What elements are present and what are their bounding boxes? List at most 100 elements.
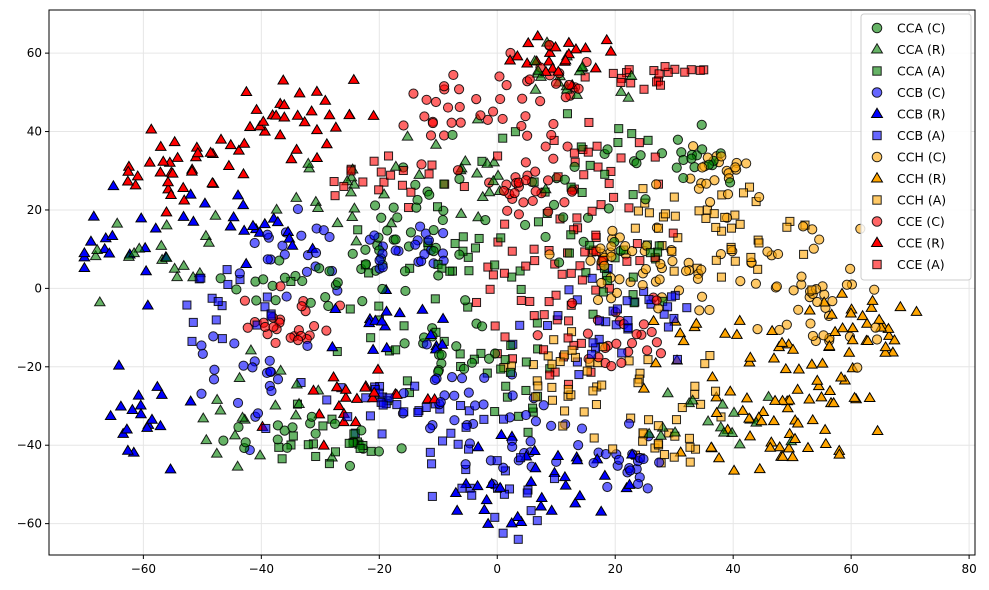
point-ccb-r xyxy=(424,328,437,339)
point-cce-a xyxy=(626,78,636,88)
point-ccb-c xyxy=(456,373,468,384)
point-cca-c xyxy=(329,418,341,429)
point-ccb-c xyxy=(613,454,625,465)
point-cca-r xyxy=(385,216,398,228)
point-cca-c xyxy=(323,300,334,312)
point-cch-c xyxy=(704,197,716,208)
y-tick-label: −40 xyxy=(17,438,42,452)
point-cca-a xyxy=(598,287,608,297)
point-ccb-c xyxy=(419,249,430,260)
point-cce-c xyxy=(439,81,450,92)
point-ccb-a xyxy=(504,484,515,494)
point-cca-c xyxy=(360,259,372,270)
point-ccb-a xyxy=(663,322,673,332)
point-cca-c xyxy=(686,153,697,164)
point-cch-c xyxy=(640,264,652,275)
point-cca-r xyxy=(133,242,146,253)
point-cca-a xyxy=(585,240,595,250)
point-ccb-c xyxy=(449,390,460,401)
point-ccb-r xyxy=(253,226,266,237)
point-cch-c xyxy=(696,264,707,275)
x-tick-label: −20 xyxy=(367,562,392,576)
point-ccb-a xyxy=(182,300,192,310)
point-ccb-c xyxy=(238,360,249,371)
legend-marker xyxy=(871,87,883,98)
point-cch-r xyxy=(743,430,757,441)
point-cch-a xyxy=(579,407,589,417)
point-cch-r xyxy=(844,307,858,318)
point-cce-c xyxy=(408,88,419,99)
point-cch-a xyxy=(560,350,570,360)
point-cch-a xyxy=(567,345,577,355)
point-cca-r xyxy=(470,167,484,178)
point-ccb-r xyxy=(135,212,148,223)
point-ccb-r xyxy=(286,239,299,250)
point-cca-c xyxy=(483,353,495,364)
point-cce-r xyxy=(310,151,324,163)
legend-marker xyxy=(872,66,882,76)
point-cca-r xyxy=(93,295,106,307)
point-ccb-c xyxy=(507,441,518,452)
point-cch-a xyxy=(589,433,599,443)
point-cce-a xyxy=(472,297,482,308)
point-ccb-r xyxy=(112,359,126,370)
point-cch-r xyxy=(879,346,892,357)
point-ccb-a xyxy=(223,279,233,289)
point-cch-r xyxy=(736,404,749,415)
point-cce-a xyxy=(566,268,576,278)
point-ccb-r xyxy=(511,510,524,522)
point-cch-r xyxy=(779,362,792,374)
point-cch-r xyxy=(792,363,806,374)
point-cca-a xyxy=(402,376,412,386)
point-cce-c xyxy=(562,141,573,152)
point-ccb-r xyxy=(494,481,507,492)
point-cch-r xyxy=(744,351,757,362)
point-cce-r xyxy=(178,194,191,205)
point-ccb-r xyxy=(184,395,197,406)
point-cce-a xyxy=(680,67,690,77)
point-cce-c xyxy=(530,186,541,197)
point-cce-c xyxy=(626,338,638,349)
point-cca-a xyxy=(470,243,480,253)
point-cce-a xyxy=(516,295,526,305)
point-cce-a xyxy=(529,311,539,321)
point-ccb-a xyxy=(266,311,276,321)
point-ccb-r xyxy=(625,448,639,459)
point-ccb-c xyxy=(196,388,207,399)
point-ccb-a xyxy=(490,512,500,522)
point-cca-r xyxy=(290,378,303,389)
point-cce-c xyxy=(495,93,506,105)
point-ccb-c xyxy=(197,348,208,360)
point-cca-c xyxy=(548,199,560,211)
point-cce-r xyxy=(539,65,553,76)
point-cca-c xyxy=(369,200,381,211)
legend-label: CCH (R) xyxy=(897,171,946,186)
point-cca-c xyxy=(451,341,462,352)
point-cch-r xyxy=(782,442,796,453)
point-ccb-a xyxy=(456,400,466,411)
point-cca-r xyxy=(290,191,303,202)
point-cch-c xyxy=(692,273,704,284)
y-tick-label: 60 xyxy=(27,46,42,60)
point-cca-r xyxy=(202,236,216,247)
point-cca-c xyxy=(392,212,403,223)
point-ccb-a xyxy=(343,412,353,422)
point-cce-a xyxy=(608,68,618,78)
point-cce-r xyxy=(339,383,352,394)
point-ccb-c xyxy=(520,409,532,421)
point-cca-c xyxy=(447,129,458,141)
point-cch-a xyxy=(730,256,740,266)
point-cce-c xyxy=(398,120,409,131)
point-cca-r xyxy=(155,239,168,250)
point-ccb-r xyxy=(436,338,449,349)
plot-frame xyxy=(48,9,976,556)
point-ccb-c xyxy=(415,221,426,232)
point-cce-c xyxy=(655,348,667,359)
point-cch-a xyxy=(547,395,557,405)
point-cce-a xyxy=(329,177,339,187)
point-cch-c xyxy=(772,248,784,260)
point-cca-r xyxy=(377,188,391,199)
point-cce-r xyxy=(569,43,583,54)
point-ccb-c xyxy=(446,372,458,383)
legend-box xyxy=(860,13,972,281)
